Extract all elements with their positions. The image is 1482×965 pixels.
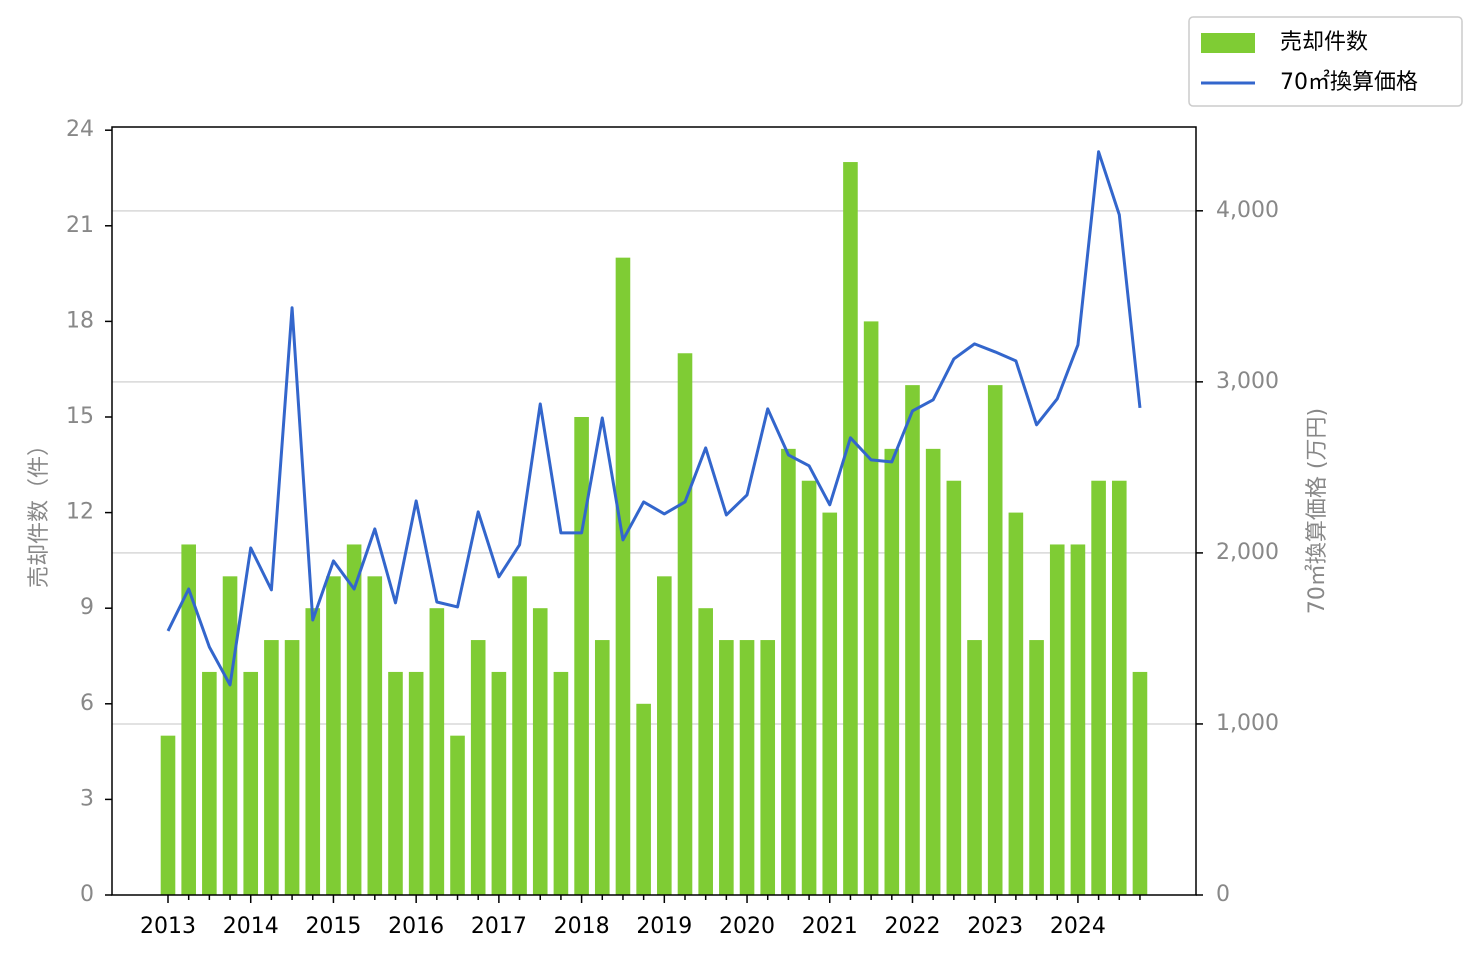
- bar: [284, 640, 300, 895]
- legend-swatch: [1201, 33, 1255, 53]
- bar: [532, 608, 548, 895]
- legend-box: [1188, 16, 1463, 107]
- x-tick-label: 2019: [636, 914, 692, 939]
- y-tick-label: 6: [80, 691, 94, 716]
- bar: [491, 671, 507, 895]
- bar: [884, 448, 900, 895]
- x-tick-label: 2014: [223, 914, 279, 939]
- bar: [1008, 512, 1024, 895]
- bar: [760, 640, 776, 895]
- y-tick-label: 3: [80, 786, 94, 811]
- bar: [264, 640, 279, 895]
- bar: [429, 608, 445, 895]
- bar: [719, 640, 734, 895]
- plot-frame: [111, 126, 1197, 896]
- x-tick-label: 2018: [554, 914, 610, 939]
- bar: [222, 576, 238, 895]
- x-tick-label: 2013: [140, 914, 196, 939]
- x-tick-label: 2016: [388, 914, 444, 939]
- x-tick-label: 2022: [884, 914, 940, 939]
- bar: [615, 257, 631, 895]
- x-tick-label: 2024: [1050, 914, 1106, 939]
- bar: [346, 544, 362, 895]
- bar: [677, 353, 693, 895]
- bar: [863, 321, 879, 896]
- bar: [967, 640, 982, 895]
- x-tick-label: 2015: [305, 914, 361, 939]
- bar: [594, 640, 610, 895]
- bar: [160, 735, 176, 895]
- line: [166, 150, 1142, 687]
- bar: [781, 448, 796, 895]
- bar: [987, 385, 1003, 895]
- bar: [801, 480, 817, 895]
- x-tick-label: 2021: [802, 914, 858, 939]
- bar: [636, 703, 651, 895]
- legend-label: 70㎡換算価格: [1280, 69, 1418, 95]
- bar: [657, 576, 672, 895]
- bar: [946, 480, 962, 895]
- bar: [843, 162, 858, 895]
- bar: [1070, 544, 1086, 895]
- bar: [1111, 480, 1127, 895]
- y2-tick-label: 4,000: [1216, 198, 1279, 223]
- bar: [698, 608, 713, 895]
- y2-axis-label: 70㎡換算価格 (万円): [1304, 408, 1330, 614]
- y2-tick-label: 1,000: [1216, 711, 1279, 736]
- bar: [367, 576, 383, 895]
- bar: [408, 671, 424, 895]
- y2-tick-label: 0: [1216, 882, 1230, 907]
- legend-label: 売却件数: [1280, 30, 1368, 55]
- y-tick-label: 9: [80, 595, 94, 620]
- bar: [822, 512, 838, 895]
- bar: [202, 671, 217, 895]
- bar: [470, 640, 486, 895]
- y-tick-label: 12: [66, 500, 94, 525]
- bar: [905, 385, 920, 895]
- y-tick-label: 21: [66, 213, 94, 238]
- bar: [243, 671, 259, 895]
- y2-tick-label: 2,000: [1216, 540, 1279, 565]
- bar: [1132, 671, 1148, 895]
- y-axis-label: 売却件数（件）: [27, 434, 52, 588]
- y-tick-label: 24: [66, 117, 94, 142]
- y-tick-label: 18: [66, 308, 94, 333]
- x-tick-label: 2023: [967, 914, 1023, 939]
- x-tick-label: 2017: [471, 914, 527, 939]
- bar: [1049, 544, 1065, 895]
- y2-tick-label: 3,000: [1216, 369, 1279, 394]
- y-tick-label: 0: [80, 882, 94, 907]
- bar: [925, 448, 941, 895]
- bar: [388, 671, 403, 895]
- bar: [1029, 640, 1044, 895]
- bar: [512, 576, 527, 895]
- bar: [553, 671, 569, 895]
- bar: [305, 608, 321, 895]
- bar: [450, 735, 465, 895]
- marks: [160, 150, 1148, 896]
- bar: [326, 576, 341, 895]
- bar: [181, 544, 196, 895]
- y-tick-label: 15: [66, 404, 94, 429]
- bar: [1091, 480, 1106, 895]
- bar: [739, 640, 755, 895]
- bar: [574, 416, 589, 895]
- x-tick-label: 2020: [719, 914, 775, 939]
